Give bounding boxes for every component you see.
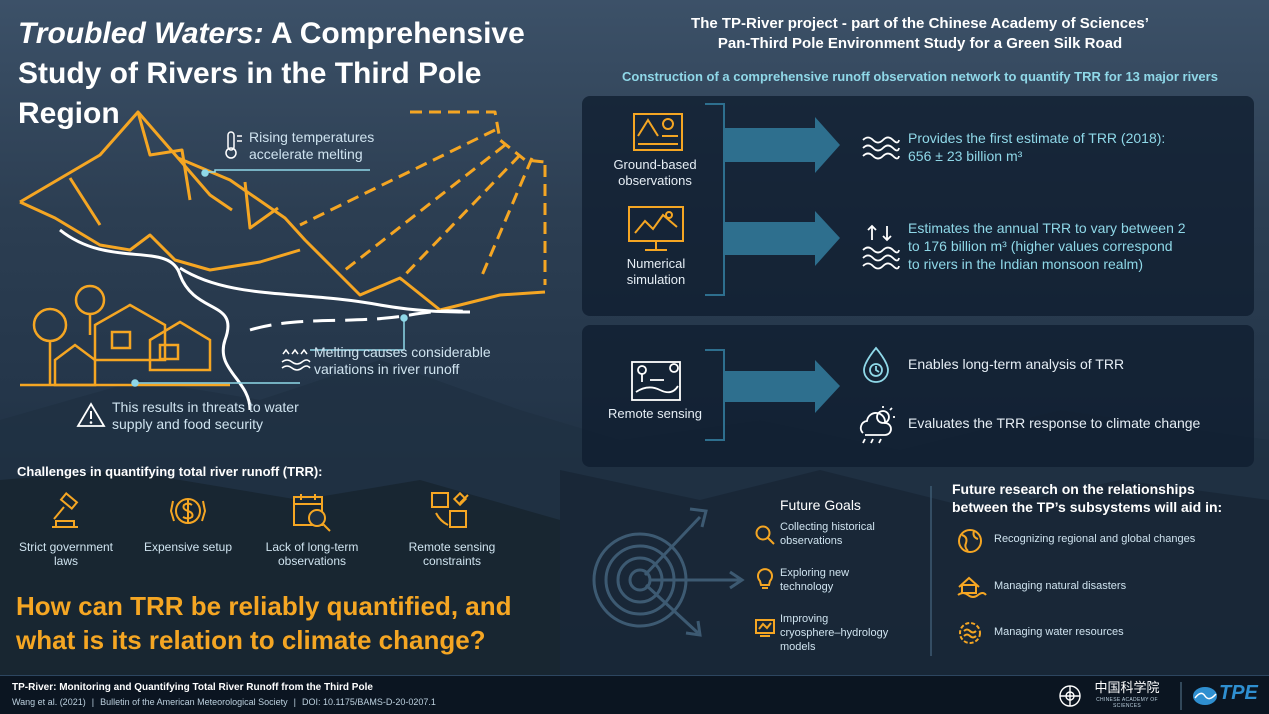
future-goal-item: Improving cryosphere–hydrology models [780, 613, 889, 653]
footer-bar [0, 675, 1269, 714]
money-icon [169, 498, 207, 524]
melting-label: Melting causes considerable variations i… [314, 344, 491, 377]
cas-logo-text: 中国科学院 CHINESE ACADEMY OF SCIENCES [1094, 681, 1160, 709]
lightbulb-icon [757, 568, 773, 589]
mountain-river-illustration [19, 110, 547, 411]
gavel-icon [52, 492, 79, 528]
field-observation-icon [633, 113, 683, 151]
method-label: Remote sensing [608, 406, 702, 421]
waves-icon [862, 136, 900, 160]
model-icon [755, 619, 775, 637]
annual-trr-text: Estimates the annual TRR to vary between… [908, 220, 1186, 272]
challenge-label: Remote sensing constraints [408, 540, 496, 568]
magnifier-icon [755, 525, 775, 545]
footer-citation: Wang et al. (2021) | Bulletin of the Ameri… [12, 697, 436, 707]
rising-temperatures-label: Rising temperatures accelerate melting [249, 129, 375, 162]
section-divider [930, 486, 932, 656]
research-item: Recognizing regional and global changes [994, 533, 1196, 545]
disaster-icon [957, 576, 987, 598]
tpe-logo-icon [1193, 687, 1217, 705]
observation-network-panel [582, 96, 1254, 316]
project-title: The TP-River project - part of the Chine… [691, 15, 1149, 52]
challenge-label: Strict government laws [18, 540, 114, 568]
research-item: Managing natural disasters [994, 580, 1127, 592]
long-term-analysis-text: Enables long-term analysis of TRR [908, 356, 1125, 372]
challenge-label: Lack of long-term observations [265, 540, 359, 568]
climate-response-text: Evaluates the TRR response to climate ch… [908, 415, 1201, 431]
method-label: Numerical simulation [626, 256, 686, 287]
rising-water-icon [281, 348, 311, 371]
footer-citation-title: TP-River: Monitoring and Quantifying Tot… [12, 682, 373, 693]
globe-icon [958, 529, 982, 553]
page-title: Troubled Waters: A Comprehensive Study o… [18, 17, 525, 130]
method-label: Ground-based observations [613, 157, 697, 188]
remote-sensing-panel [582, 325, 1254, 467]
research-item: Managing water resources [994, 626, 1124, 638]
water-gear-icon [959, 622, 981, 644]
project-subtitle: Construction of a comprehensive runoff o… [622, 69, 1218, 84]
weather-icon [859, 406, 895, 444]
water-drop-clock-icon [863, 346, 889, 383]
key-question: How can TRR be reliably quantified, and … [16, 591, 512, 655]
calendar-magnifier-icon [293, 494, 331, 532]
challenges-heading: Challenges in quantifying total river ru… [17, 464, 323, 479]
satellite-icon [431, 491, 469, 528]
up-down-waves-icon [862, 224, 900, 270]
challenge-label: Expensive setup [143, 540, 233, 554]
tpe-logo-text: TPE [1219, 682, 1258, 704]
computer-simulation-icon [628, 206, 684, 251]
future-goal-item: Collecting historical observations [780, 521, 875, 547]
future-goal-item: Exploring new technology [780, 567, 850, 593]
cas-logo-icon [1059, 685, 1081, 707]
remote-sensing-map-icon [631, 361, 681, 401]
future-research-heading: Future research on the relationships bet… [952, 481, 1223, 515]
threats-label: This results in threats to water supply … [112, 399, 299, 432]
thermometer-icon [225, 131, 242, 159]
future-goals-heading: Future Goals [780, 497, 861, 513]
warning-icon [76, 402, 106, 427]
first-estimate-text: Provides the first estimate of TRR (2018… [908, 130, 1166, 164]
logo-divider [1180, 682, 1182, 710]
target-icon [592, 507, 745, 637]
